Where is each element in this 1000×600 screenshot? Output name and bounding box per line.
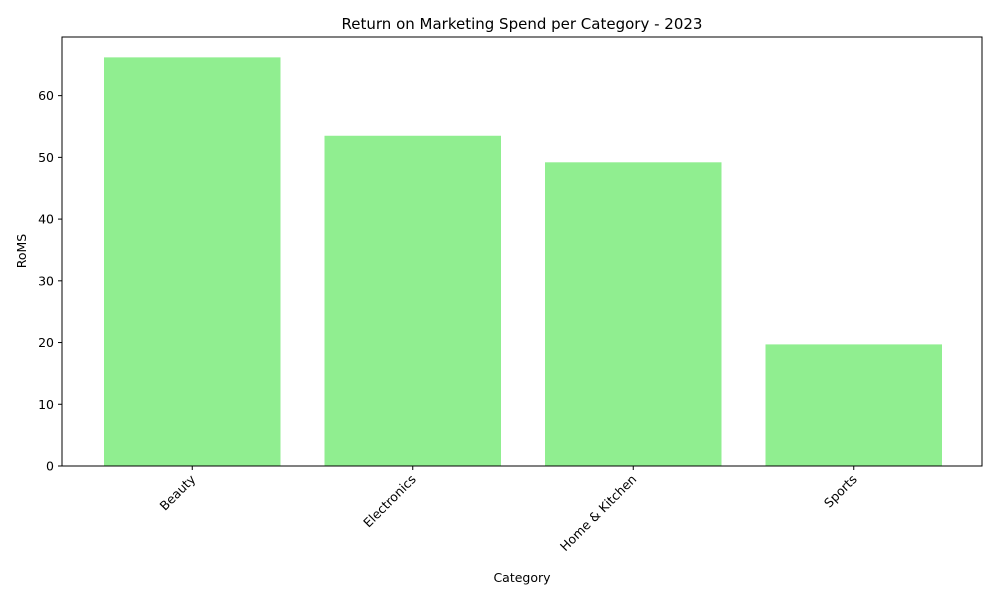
x-tick-label: Sports: [821, 472, 860, 511]
y-axis-ticks: 0 10 20 30 40 50 60: [38, 88, 62, 474]
y-tick-label: 20: [38, 335, 54, 350]
bars-group: [104, 57, 942, 467]
x-tick-label: Electronics: [360, 472, 419, 531]
y-tick-label: 10: [38, 397, 54, 412]
x-axis-ticks: Beauty Electronics Home & Kitchen Sports: [157, 466, 860, 554]
x-tick-label: Beauty: [157, 471, 199, 513]
x-axis-label: Category: [493, 570, 551, 585]
bar-home-kitchen: [545, 162, 722, 466]
bar-beauty: [104, 57, 281, 467]
plot-frame: [61, 36, 983, 467]
y-tick-label: 60: [38, 88, 54, 103]
y-tick-label: 30: [38, 273, 54, 288]
y-tick-label: 50: [38, 150, 54, 165]
x-tick-label: Home & Kitchen: [557, 472, 639, 554]
y-axis-label: RoMS: [14, 234, 29, 269]
bar-electronics: [324, 135, 501, 467]
y-tick-label: 40: [38, 212, 54, 227]
y-tick-label: 0: [46, 459, 54, 474]
bar-sports: [765, 344, 942, 466]
chart-title: Return on Marketing Spend per Category -…: [342, 15, 703, 33]
